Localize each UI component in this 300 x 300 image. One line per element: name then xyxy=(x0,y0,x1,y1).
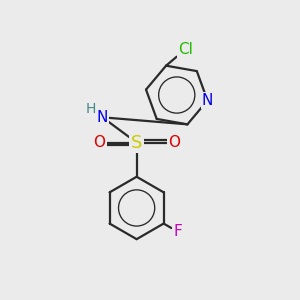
Text: N: N xyxy=(97,110,108,125)
Text: Cl: Cl xyxy=(178,42,193,57)
Text: N: N xyxy=(202,93,213,108)
Text: S: S xyxy=(131,134,142,152)
Text: O: O xyxy=(168,135,180,150)
Text: F: F xyxy=(173,224,182,239)
Text: O: O xyxy=(94,135,106,150)
Text: H: H xyxy=(86,102,96,116)
